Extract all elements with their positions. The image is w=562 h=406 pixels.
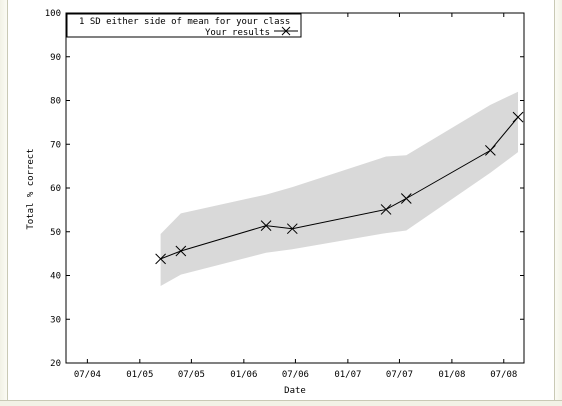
marker-stroke (175, 245, 187, 257)
y-tick-label: 60 (50, 184, 61, 194)
legend-marker (281, 26, 291, 36)
series-layer (155, 111, 524, 265)
marker-stroke (512, 111, 524, 123)
marker-stroke (380, 204, 392, 215)
y-tick-label: 100 (45, 9, 61, 19)
y-tick-label: 50 (50, 228, 61, 238)
marker-stroke (485, 145, 496, 156)
x-tick-label: 07/05 (178, 370, 205, 380)
marker-stroke (260, 220, 272, 231)
marker-stroke (155, 253, 166, 265)
frame-left-edge (0, 0, 8, 406)
frame-right-edge (554, 0, 562, 406)
legend: 1 SD either side of mean for your class … (66, 13, 302, 38)
result-point-marker (155, 253, 166, 265)
y-tick-label: 30 (50, 315, 61, 325)
x-tick-label: 07/08 (490, 370, 517, 380)
result-point-marker (485, 145, 496, 156)
results-line (160, 116, 519, 260)
y-tick-label: 20 (50, 359, 61, 369)
marker-stroke (286, 223, 298, 235)
legend-box (66, 13, 302, 38)
x-tick-label: 01/05 (126, 370, 153, 380)
legend-line-label: Your results (205, 28, 270, 38)
y-tick-label: 80 (50, 97, 61, 107)
x-axis-label: Date (284, 386, 306, 396)
x-tick-label: 01/08 (438, 370, 465, 380)
x-tick-label: 01/06 (230, 370, 257, 380)
marker-stroke (400, 193, 412, 204)
x-tick-label: 07/04 (74, 370, 101, 380)
x-tick-label: 01/07 (334, 370, 361, 380)
sd-band (160, 91, 519, 286)
axes-layer: 20 30 40 50 60 70 80 90 100 07/04 01/05 07/05 01/06 0… (45, 9, 525, 380)
frame-bottom-edge (0, 400, 562, 406)
y-axis-label: Total % correct (26, 148, 36, 229)
result-point-marker (175, 245, 187, 257)
result-point-marker (260, 220, 272, 231)
legend-band-label: 1 SD either side of mean for your class (79, 17, 290, 27)
sd-band-layer (160, 91, 519, 286)
y-tick-label: 40 (50, 272, 61, 282)
x-tick-label: 07/07 (386, 370, 413, 380)
y-tick-label: 90 (50, 53, 61, 63)
result-point-marker (380, 204, 392, 215)
x-tick-label: 07/06 (282, 370, 309, 380)
y-tick-label: 70 (50, 140, 61, 150)
result-point-marker (400, 193, 412, 204)
result-point-marker (512, 111, 524, 123)
result-point-marker (286, 223, 298, 235)
